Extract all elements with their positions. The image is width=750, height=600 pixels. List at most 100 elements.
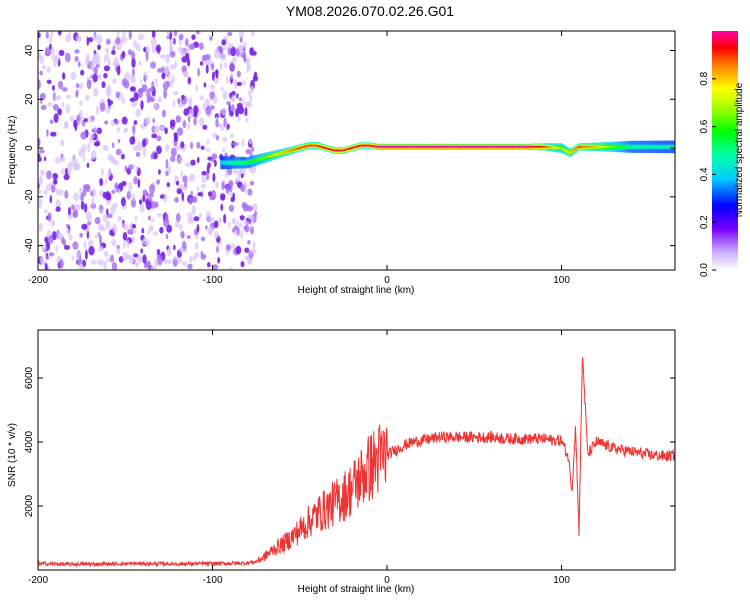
noise-speckle xyxy=(201,175,207,183)
noise-speckle xyxy=(237,174,241,182)
noise-speckle xyxy=(112,78,117,84)
noise-speckle xyxy=(148,87,155,92)
signal-core xyxy=(581,145,584,148)
noise-speckle xyxy=(199,42,204,50)
noise-speckle xyxy=(231,218,237,225)
noise-speckle xyxy=(239,222,243,229)
noise-speckle xyxy=(160,54,167,59)
noise-speckle xyxy=(116,126,121,133)
noise-speckle xyxy=(121,180,127,187)
noise-speckle xyxy=(187,76,192,85)
noise-speckle xyxy=(52,231,57,241)
noise-speckle xyxy=(46,79,52,85)
noise-speckle xyxy=(118,188,121,194)
noise-speckle xyxy=(128,225,131,235)
signal-core xyxy=(554,146,557,149)
noise-speckle xyxy=(156,135,162,142)
noise-speckle xyxy=(63,121,69,130)
noise-speckle xyxy=(105,178,108,185)
spectrogram-x-tick-label: 0 xyxy=(384,275,390,286)
noise-speckle xyxy=(121,78,128,87)
noise-speckle xyxy=(57,80,64,90)
noise-speckle xyxy=(197,108,201,116)
noise-speckle xyxy=(244,255,250,261)
noise-speckle xyxy=(195,235,199,240)
noise-speckle xyxy=(238,97,242,102)
noise-speckle xyxy=(84,203,88,213)
noise-speckle xyxy=(93,141,100,147)
noise-speckle xyxy=(129,97,136,103)
noise-speckle xyxy=(228,180,234,187)
noise-speckle xyxy=(221,39,226,46)
noise-speckle xyxy=(50,184,56,193)
noise-speckle xyxy=(132,145,139,152)
noise-speckle xyxy=(122,232,128,241)
noise-speckle xyxy=(192,196,198,203)
noise-speckle xyxy=(155,78,158,88)
noise-speckle xyxy=(184,52,190,60)
noise-speckle xyxy=(201,171,207,176)
noise-speckle xyxy=(187,263,193,270)
noise-speckle xyxy=(170,50,176,58)
noise-speckle xyxy=(153,152,158,160)
noise-speckle xyxy=(62,72,66,80)
noise-speckle xyxy=(220,193,226,200)
signal-core xyxy=(220,161,223,164)
noise-speckle xyxy=(116,43,123,51)
noise-speckle xyxy=(131,58,136,68)
noise-speckle xyxy=(196,156,200,164)
noise-speckle xyxy=(153,201,159,208)
noise-speckle xyxy=(73,192,79,201)
noise-speckle xyxy=(106,213,113,219)
noise-speckle xyxy=(157,67,163,73)
noise-speckle xyxy=(69,115,75,122)
noise-speckle xyxy=(49,36,53,44)
noise-speckle xyxy=(148,192,154,198)
noise-speckle xyxy=(107,98,111,104)
noise-speckle xyxy=(156,212,163,218)
noise-speckle xyxy=(221,108,227,116)
signal-core xyxy=(635,145,638,148)
noise-speckle xyxy=(150,153,154,160)
colorbar-tick-label: 0.6 xyxy=(699,119,710,133)
noise-speckle xyxy=(84,94,90,102)
noise-speckle xyxy=(45,31,49,39)
noise-speckle xyxy=(163,193,167,203)
noise-speckle xyxy=(111,158,117,165)
noise-speckle xyxy=(131,224,137,229)
noise-speckle xyxy=(246,205,253,212)
noise-speckle xyxy=(219,45,223,55)
noise-speckle xyxy=(131,236,135,244)
noise-speckle xyxy=(220,203,224,211)
noise-speckle xyxy=(118,256,124,263)
noise-speckle xyxy=(191,34,196,40)
spectrogram-frame xyxy=(37,30,676,271)
noise-speckle xyxy=(64,34,72,43)
noise-speckle xyxy=(230,46,237,57)
noise-speckle xyxy=(247,188,253,196)
noise-speckle xyxy=(90,61,95,71)
noise-speckle xyxy=(187,115,191,123)
noise-speckle xyxy=(57,108,62,116)
noise-speckle xyxy=(104,120,109,125)
spectrogram-x-label: Height of straight line (km) xyxy=(298,285,415,296)
signal-core xyxy=(534,145,537,148)
noise-speckle xyxy=(158,169,161,175)
noise-speckle xyxy=(151,218,154,223)
colorbar-tick-label: 0.2 xyxy=(699,215,710,229)
noise-speckle xyxy=(109,229,114,236)
spectrogram-y-tick-label: 40 xyxy=(24,45,35,57)
noise-speckle xyxy=(212,132,218,139)
signal-core xyxy=(568,151,571,154)
noise-speckle xyxy=(243,52,247,61)
noise-speckle xyxy=(173,133,179,143)
noise-speckle xyxy=(113,57,120,67)
noise-speckle xyxy=(168,165,171,175)
noise-speckle xyxy=(226,101,231,106)
noise-speckle xyxy=(121,96,125,105)
noise-speckle xyxy=(237,116,241,122)
noise-speckle xyxy=(214,159,217,167)
snr-y-label: SNR (10 * v/v) xyxy=(7,423,18,487)
noise-speckle xyxy=(61,101,65,108)
noise-speckle xyxy=(194,242,199,250)
